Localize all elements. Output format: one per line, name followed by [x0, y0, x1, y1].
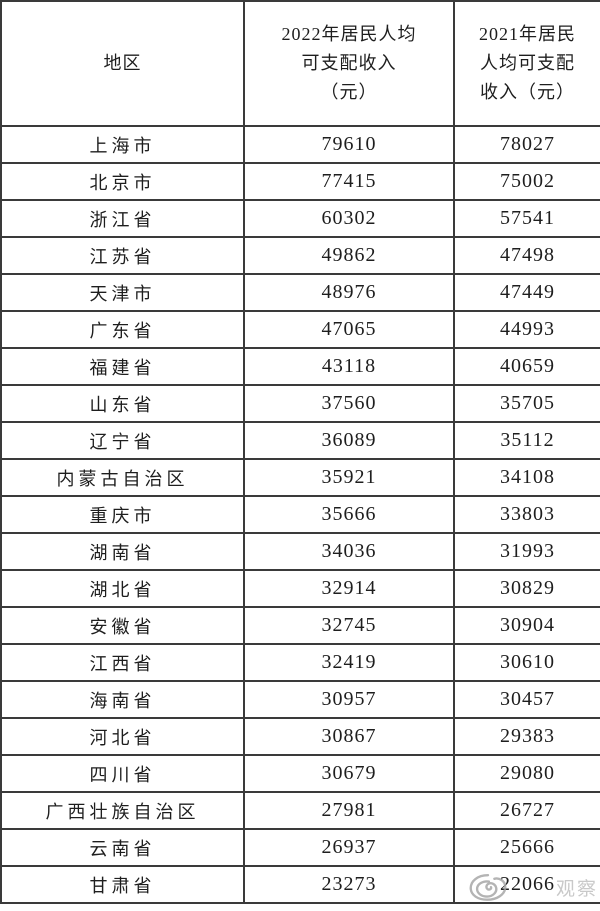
- income-2021-cell: 30829: [453, 569, 600, 608]
- header-row: 地区 2022年居民人均 可支配收入 （元） 2021年居民 人均可支配 收入（…: [0, 0, 600, 127]
- income-2021-cell: 29080: [453, 754, 600, 793]
- income-2021-cell: 47498: [453, 236, 600, 275]
- income-2022-cell: 48976: [243, 273, 455, 312]
- table-row: 安徽省 32745 30904: [0, 606, 600, 645]
- income-2021-cell: 29383: [453, 717, 600, 756]
- region-cell: 广西壮族自治区: [0, 791, 245, 830]
- table-row: 甘肃省 23273 22066: [0, 865, 600, 904]
- region-cell: 河北省: [0, 717, 245, 756]
- header-region: 地区: [0, 0, 245, 127]
- income-2021-cell: 75002: [453, 162, 600, 201]
- region-cell: 江西省: [0, 643, 245, 682]
- income-2021-cell: 30904: [453, 606, 600, 645]
- income-2022-cell: 30867: [243, 717, 455, 756]
- income-2022-cell: 34036: [243, 532, 455, 571]
- table-row: 福建省 43118 40659: [0, 347, 600, 386]
- income-2022-cell: 60302: [243, 199, 455, 238]
- income-2022-cell: 32745: [243, 606, 455, 645]
- table-row: 天津市 48976 47449: [0, 273, 600, 312]
- region-cell: 湖南省: [0, 532, 245, 571]
- income-2022-cell: 36089: [243, 421, 455, 460]
- region-cell: 湖北省: [0, 569, 245, 608]
- income-2021-cell: 22066: [453, 865, 600, 904]
- table-row: 北京市 77415 75002: [0, 162, 600, 201]
- region-cell: 江苏省: [0, 236, 245, 275]
- income-2021-cell: 78027: [453, 125, 600, 164]
- income-2022-cell: 79610: [243, 125, 455, 164]
- table-row: 广东省 47065 44993: [0, 310, 600, 349]
- income-2022-cell: 32914: [243, 569, 455, 608]
- table-row: 内蒙古自治区 35921 34108: [0, 458, 600, 497]
- table-row: 湖南省 34036 31993: [0, 532, 600, 571]
- table-row: 浙江省 60302 57541: [0, 199, 600, 238]
- income-2021-cell: 31993: [453, 532, 600, 571]
- income-2021-cell: 40659: [453, 347, 600, 386]
- table-row: 河北省 30867 29383: [0, 717, 600, 756]
- income-2022-cell: 37560: [243, 384, 455, 423]
- income-2021-cell: 26727: [453, 791, 600, 830]
- region-cell: 安徽省: [0, 606, 245, 645]
- region-cell: 北京市: [0, 162, 245, 201]
- table-row: 辽宁省 36089 35112: [0, 421, 600, 460]
- income-2021-cell: 30457: [453, 680, 600, 719]
- income-2022-cell: 30679: [243, 754, 455, 793]
- region-cell: 上海市: [0, 125, 245, 164]
- income-2021-cell: 34108: [453, 458, 600, 497]
- table-body: 上海市 79610 78027 北京市 77415 75002 浙江省 6030…: [0, 125, 600, 904]
- region-cell: 天津市: [0, 273, 245, 312]
- region-cell: 广东省: [0, 310, 245, 349]
- income-2021-cell: 30610: [453, 643, 600, 682]
- table-row: 重庆市 35666 33803: [0, 495, 600, 534]
- table-row: 广西壮族自治区 27981 26727: [0, 791, 600, 830]
- income-2022-cell: 43118: [243, 347, 455, 386]
- region-cell: 内蒙古自治区: [0, 458, 245, 497]
- table-row: 江苏省 49862 47498: [0, 236, 600, 275]
- income-2021-cell: 35112: [453, 421, 600, 460]
- income-2022-cell: 27981: [243, 791, 455, 830]
- table-row: 海南省 30957 30457: [0, 680, 600, 719]
- table-header: 地区 2022年居民人均 可支配收入 （元） 2021年居民 人均可支配 收入（…: [0, 0, 600, 127]
- income-2021-cell: 44993: [453, 310, 600, 349]
- income-2021-cell: 35705: [453, 384, 600, 423]
- region-cell: 云南省: [0, 828, 245, 867]
- income-2022-cell: 32419: [243, 643, 455, 682]
- income-2022-cell: 35921: [243, 458, 455, 497]
- region-cell: 辽宁省: [0, 421, 245, 460]
- income-2022-cell: 77415: [243, 162, 455, 201]
- table-row: 上海市 79610 78027: [0, 125, 600, 164]
- income-2022-cell: 23273: [243, 865, 455, 904]
- income-2021-cell: 47449: [453, 273, 600, 312]
- header-income-2022: 2022年居民人均 可支配收入 （元）: [243, 0, 455, 127]
- header-income-2021: 2021年居民 人均可支配 收入（元）: [453, 0, 600, 127]
- table-row: 云南省 26937 25666: [0, 828, 600, 867]
- table-row: 四川省 30679 29080: [0, 754, 600, 793]
- region-cell: 重庆市: [0, 495, 245, 534]
- income-2021-cell: 57541: [453, 199, 600, 238]
- region-cell: 浙江省: [0, 199, 245, 238]
- region-cell: 福建省: [0, 347, 245, 386]
- table-row: 江西省 32419 30610: [0, 643, 600, 682]
- region-cell: 甘肃省: [0, 865, 245, 904]
- region-cell: 四川省: [0, 754, 245, 793]
- income-2022-cell: 26937: [243, 828, 455, 867]
- income-2021-cell: 25666: [453, 828, 600, 867]
- region-cell: 海南省: [0, 680, 245, 719]
- table-row: 湖北省 32914 30829: [0, 569, 600, 608]
- table-row: 山东省 37560 35705: [0, 384, 600, 423]
- income-2022-cell: 47065: [243, 310, 455, 349]
- income-2022-cell: 49862: [243, 236, 455, 275]
- income-2022-cell: 30957: [243, 680, 455, 719]
- income-2021-cell: 33803: [453, 495, 600, 534]
- region-cell: 山东省: [0, 384, 245, 423]
- income-2022-cell: 35666: [243, 495, 455, 534]
